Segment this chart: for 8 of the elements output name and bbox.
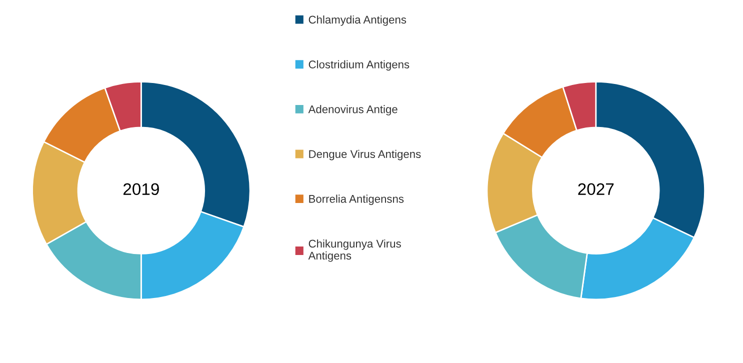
text: 2027 [578,183,614,196]
legend-label: Dengue Virus Antigens [309,150,421,160]
legend-label: Chlamydia Antigens [308,15,406,26]
text: 2019 [123,183,159,196]
legend-label: Borrelia Antigensns [309,194,404,206]
legend-label: Clostridium Antigens [308,60,410,71]
legend-label: Adenovirus Antige [308,105,398,116]
legend-label: Chikungunya Virus Antigens [308,239,401,262]
